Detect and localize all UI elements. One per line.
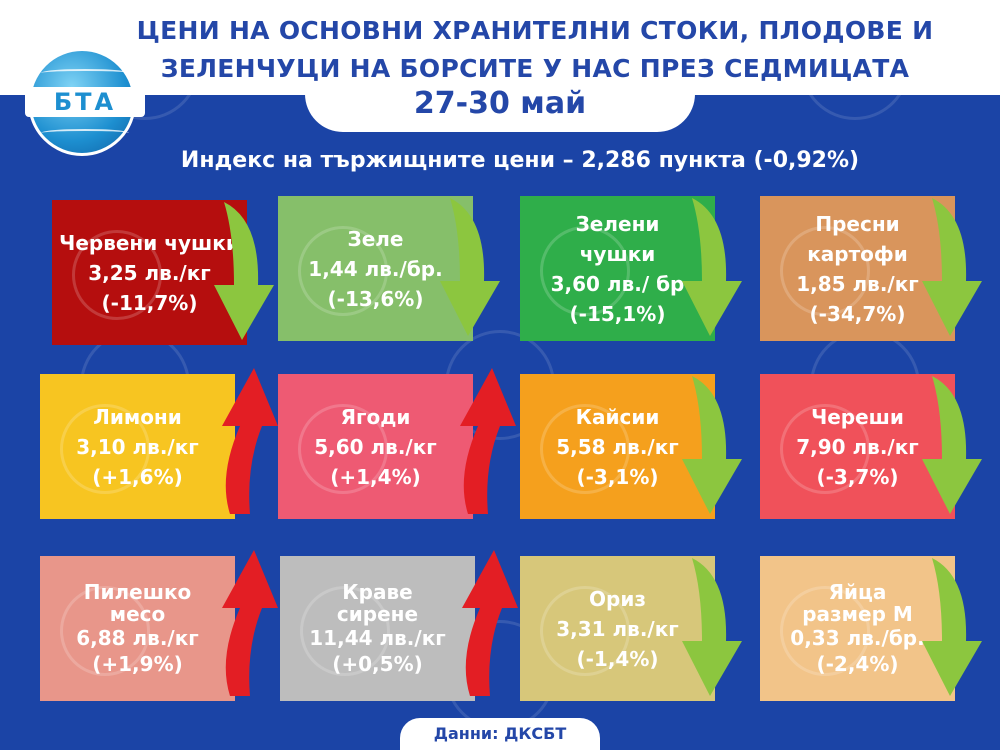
title-line-1: ЦЕНИ НА ОСНОВНИ ХРАНИТЕЛНИ СТОКИ, ПЛОДОВ… <box>136 16 934 45</box>
data-source: Данни: ДКСБТ <box>433 724 567 743</box>
date-range: 27-30 май <box>413 86 587 121</box>
produce-watermark-icon <box>780 404 870 494</box>
price-change: (-11,7%) <box>101 290 198 315</box>
price-change: (+1,6%) <box>92 464 183 489</box>
price-card: Краве сирене 11,44 лв./кг (+0,5%) <box>280 556 475 701</box>
product-price: 3,60 лв./ бр <box>550 271 685 296</box>
up-arrow-icon <box>462 550 518 696</box>
product-name: Ягоди <box>340 404 411 429</box>
price-change: (+1,9%) <box>92 651 183 676</box>
price-card: Яйца размер М 0,33 лв./бр. (-2,4%) <box>760 556 955 701</box>
product-price: 5,58 лв./кг <box>556 434 679 459</box>
product-price: 1,44 лв./бр. <box>308 256 443 281</box>
bta-logo: БТА <box>25 48 145 156</box>
product-name: Яйца размер М <box>802 579 913 626</box>
produce-watermark-icon <box>780 226 870 316</box>
produce-watermark-icon <box>298 404 388 494</box>
product-name: Зеле <box>347 226 404 251</box>
page-title: ЦЕНИ НА ОСНОВНИ ХРАНИТЕЛНИ СТОКИ, ПЛОДОВ… <box>120 12 950 88</box>
product-name: Ориз <box>589 586 646 611</box>
up-arrow-icon <box>460 368 516 514</box>
price-change: (-2,4%) <box>816 651 899 676</box>
produce-watermark-icon <box>72 230 162 320</box>
product-price: 0,33 лв./бр. <box>790 625 925 650</box>
product-price: 11,44 лв./кг <box>309 625 446 650</box>
produce-watermark-icon <box>780 586 870 676</box>
up-arrow-icon <box>222 368 278 514</box>
price-card: Лимони 3,10 лв./кг (+1,6%) <box>40 374 235 519</box>
date-tab <box>305 70 695 132</box>
product-name: Червени чушки <box>59 230 240 255</box>
price-card: Ягоди 5,60 лв./кг (+1,4%) <box>278 374 473 519</box>
price-card: Червени чушки 3,25 лв./кг (-11,7%) <box>52 200 247 345</box>
produce-watermark-icon <box>540 226 630 316</box>
price-card: Зелени чушки 3,60 лв./ бр (-15,1%) <box>520 196 715 341</box>
down-arrow-icon <box>682 198 742 336</box>
produce-watermark-icon <box>540 586 630 676</box>
price-card: Кайсии 5,58 лв./кг (-3,1%) <box>520 374 715 519</box>
price-card: Ориз 3,31 лв./кг (-1,4%) <box>520 556 715 701</box>
price-card: Пилешко месо 6,88 лв./кг (+1,9%) <box>40 556 235 701</box>
down-arrow-icon <box>682 558 742 696</box>
product-price: 3,31 лв./кг <box>556 616 679 641</box>
down-arrow-icon <box>922 198 982 336</box>
down-arrow-icon <box>922 558 982 696</box>
price-card: Пресни картофи 1,85 лв./кг (-34,7%) <box>760 196 955 341</box>
produce-watermark-icon <box>60 404 150 494</box>
price-change: (-34,7%) <box>809 301 906 326</box>
watermark-logo <box>800 10 910 120</box>
produce-watermark-icon <box>298 226 388 316</box>
price-card: Зеле 1,44 лв./бр. (-13,6%) <box>278 196 473 341</box>
product-price: 3,10 лв./кг <box>76 434 199 459</box>
price-change: (-3,7%) <box>816 464 899 489</box>
produce-watermark-icon <box>300 586 390 676</box>
up-arrow-icon <box>222 550 278 696</box>
product-price: 1,85 лв./кг <box>796 271 919 296</box>
product-name: Зелени чушки <box>575 211 660 266</box>
down-arrow-icon <box>682 376 742 514</box>
product-price: 7,90 лв./кг <box>796 434 919 459</box>
down-arrow-icon <box>922 376 982 514</box>
price-change: (+0,5%) <box>332 651 423 676</box>
product-name: Кайсии <box>575 404 660 429</box>
price-change: (+1,4%) <box>330 464 421 489</box>
price-change: (-15,1%) <box>569 301 666 326</box>
product-name: Череши <box>811 404 904 429</box>
title-line-2: ЗЕЛЕНЧУЦИ НА БОРСИТЕ У НАС ПРЕЗ СЕДМИЦАТ… <box>160 54 910 83</box>
produce-watermark-icon <box>60 586 150 676</box>
price-change: (-1,4%) <box>576 646 659 671</box>
product-price: 3,25 лв./кг <box>88 260 211 285</box>
produce-watermark-icon <box>540 404 630 494</box>
product-name: Лимони <box>93 404 182 429</box>
price-change: (-3,1%) <box>576 464 659 489</box>
footer-tab <box>400 718 600 750</box>
product-name: Пилешко месо <box>83 579 192 626</box>
product-name: Краве сирене <box>336 579 419 626</box>
down-arrow-icon <box>214 202 274 340</box>
product-price: 6,88 лв./кг <box>76 625 199 650</box>
down-arrow-icon <box>440 198 500 336</box>
price-card: Череши 7,90 лв./кг (-3,7%) <box>760 374 955 519</box>
product-price: 5,60 лв./кг <box>314 434 437 459</box>
price-change: (-13,6%) <box>327 286 424 311</box>
price-index-subtitle: Индекс на тържищните цени – 2,286 пункта… <box>180 148 860 173</box>
bta-logo-text: БТА <box>25 87 145 117</box>
product-name: Пресни картофи <box>807 211 908 266</box>
